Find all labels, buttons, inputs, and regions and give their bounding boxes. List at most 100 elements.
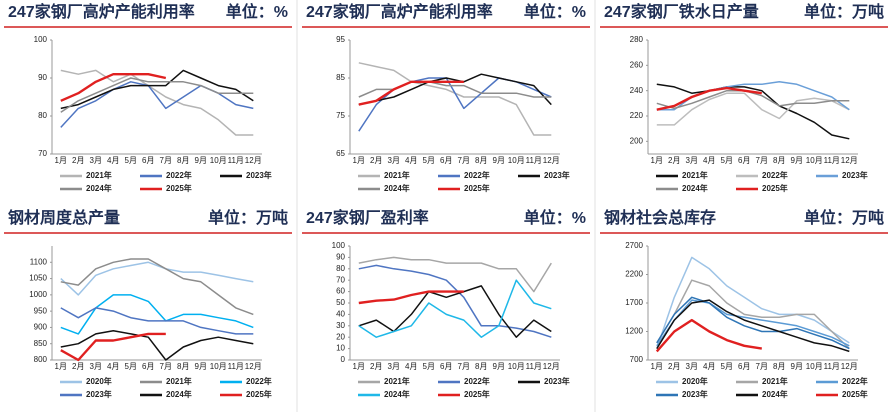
y-tick-label: 10 <box>336 344 345 353</box>
x-tick-label: 8月 <box>773 156 785 165</box>
x-tick-label: 3月 <box>90 156 102 165</box>
series-line <box>60 73 167 102</box>
y-tick-label: 100 <box>34 35 48 44</box>
x-tick-label: 2月 <box>370 362 382 371</box>
y-tick-label: 220 <box>630 111 644 120</box>
series-line <box>358 256 552 293</box>
y-tick-label: 850 <box>34 339 48 348</box>
x-tick-label: 2月 <box>370 156 382 165</box>
y-tick-label: 30 <box>336 321 345 330</box>
x-tick-label: 1月 <box>55 362 67 371</box>
x-tick-label: 10月 <box>806 362 823 371</box>
legend-label: 2023年 <box>544 376 570 386</box>
x-tick-label: 1月 <box>353 156 365 165</box>
chart-title: 247家钢厂高炉产能利用率 <box>306 2 493 21</box>
x-tick-label: 12月 <box>245 362 262 371</box>
y-tick-label: 70 <box>336 275 345 284</box>
legend-label: 2022年 <box>842 376 868 386</box>
chart-title: 247家钢厂盈利率 <box>306 208 429 227</box>
y-tick-label: 80 <box>336 264 345 273</box>
x-tick-label: 7月 <box>756 362 768 371</box>
x-tick-label: 8月 <box>177 362 189 371</box>
x-tick-label: 11月 <box>526 156 542 165</box>
x-tick-label: 11月 <box>824 156 840 165</box>
legend-label: 2025年 <box>464 183 490 193</box>
legend-label: 2022年 <box>464 376 490 386</box>
series-line <box>656 83 850 140</box>
chart-unit: 单位：% <box>226 2 288 21</box>
legend-label: 2025年 <box>842 389 868 399</box>
x-tick-label: 3月 <box>686 156 698 165</box>
series-line <box>358 285 552 338</box>
y-tick-label: 700 <box>630 355 644 364</box>
y-tick-label: 60 <box>336 287 345 296</box>
y-tick-label: 75 <box>336 111 345 120</box>
x-tick-label: 2月 <box>668 156 680 165</box>
x-tick-label: 11月 <box>526 362 542 371</box>
chart-unit: 单位：% <box>524 208 586 227</box>
x-tick-label: 9月 <box>493 362 505 371</box>
x-tick-label: 8月 <box>177 156 189 165</box>
legend-label: 2024年 <box>762 389 788 399</box>
x-tick-label: 1月 <box>651 156 663 165</box>
x-tick-label: 12月 <box>245 156 262 165</box>
y-tick-label: 0 <box>341 355 346 364</box>
legend-label: 2022年 <box>166 170 192 180</box>
series-line <box>656 256 850 349</box>
x-tick-label: 7月 <box>756 156 768 165</box>
x-tick-label: 4月 <box>107 156 119 165</box>
legend-label: 2024年 <box>384 389 410 399</box>
legend-label: 2025年 <box>762 183 788 193</box>
series-line <box>656 279 850 350</box>
x-tick-label: 6月 <box>738 362 750 371</box>
x-tick-label: 9月 <box>195 156 207 165</box>
series-line <box>656 299 850 347</box>
legend-label: 2021年 <box>762 376 788 386</box>
x-tick-label: 5月 <box>721 362 733 371</box>
y-tick-label: 65 <box>336 149 345 158</box>
legend-label: 2024年 <box>166 389 192 399</box>
x-tick-label: 9月 <box>791 362 803 371</box>
x-tick-label: 10月 <box>508 156 525 165</box>
y-tick-label: 1050 <box>29 274 47 283</box>
legend-label: 2022年 <box>246 376 272 386</box>
x-tick-label: 6月 <box>142 156 154 165</box>
y-tick-label: 2200 <box>625 270 643 279</box>
y-tick-label: 200 <box>630 136 644 145</box>
legend-label: 2025年 <box>464 389 490 399</box>
y-tick-label: 280 <box>630 35 644 44</box>
x-tick-label: 1月 <box>353 362 365 371</box>
y-tick-label: 1700 <box>625 298 643 307</box>
y-tick-label: 100 <box>332 241 346 250</box>
x-tick-label: 3月 <box>388 362 400 371</box>
y-tick-label: 50 <box>336 298 345 307</box>
x-tick-label: 11月 <box>228 362 244 371</box>
legend-label: 2023年 <box>544 170 570 180</box>
y-tick-label: 80 <box>38 111 47 120</box>
y-tick-label: 20 <box>336 332 345 341</box>
y-tick-label: 1100 <box>30 257 48 266</box>
x-tick-label: 8月 <box>475 362 487 371</box>
chart-title: 钢材周度总产量 <box>8 208 120 227</box>
series-line <box>60 307 254 335</box>
chart-title: 247家钢厂铁水日产量 <box>604 2 759 21</box>
legend-label: 2021年 <box>682 170 708 180</box>
series-line <box>60 81 254 128</box>
x-tick-label: 4月 <box>703 362 715 371</box>
x-tick-label: 5月 <box>125 156 137 165</box>
x-tick-label: 6月 <box>142 362 154 371</box>
chart-title: 247家钢厂高炉产能利用率 <box>8 2 195 21</box>
series-line <box>60 332 166 362</box>
legend-label: 2024年 <box>384 183 410 193</box>
series-line <box>60 261 254 296</box>
series-line <box>358 80 464 106</box>
legend-label: 2021年 <box>384 376 410 386</box>
legend-label: 2023年 <box>682 389 708 399</box>
y-tick-label: 95 <box>336 35 345 44</box>
series-line <box>358 264 552 338</box>
x-tick-label: 10月 <box>210 156 227 165</box>
x-tick-label: 5月 <box>125 362 137 371</box>
x-tick-label: 3月 <box>388 156 400 165</box>
